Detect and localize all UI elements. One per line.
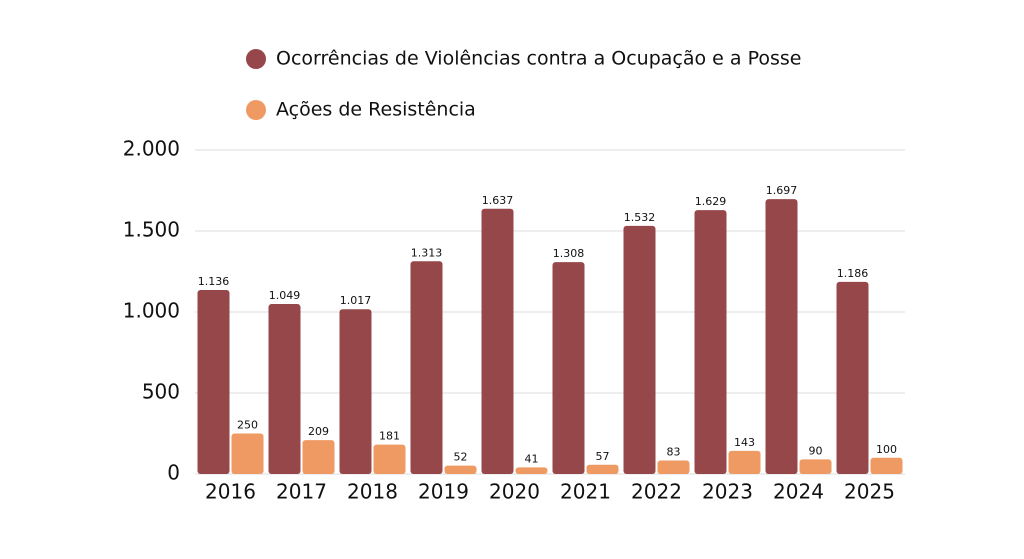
value-label: 1.532 [624, 211, 656, 224]
value-label: 1.313 [411, 246, 443, 259]
value-label: 1.136 [198, 275, 230, 288]
y-tick-label: 2.000 [123, 137, 180, 161]
bar [410, 261, 443, 474]
value-label: 1.049 [269, 289, 301, 302]
y-tick-label: 1.500 [123, 218, 180, 242]
bar [728, 450, 761, 474]
y-tick-label: 0 [167, 461, 180, 485]
bar [339, 309, 372, 474]
bar [623, 225, 656, 474]
x-tick-label: 2017 [276, 480, 327, 504]
bar [302, 440, 335, 474]
value-label: 1.308 [553, 247, 585, 260]
bar [268, 304, 301, 474]
bar [197, 289, 230, 474]
legend-label: Ocorrências de Violências contra a Ocupa… [276, 48, 801, 70]
x-tick-label: 2020 [489, 480, 540, 504]
value-label: 1.186 [837, 267, 869, 280]
x-tick-label: 2025 [844, 480, 895, 504]
bar [515, 467, 548, 474]
bar [373, 444, 406, 474]
bar [586, 464, 619, 474]
value-label: 100 [876, 443, 897, 456]
value-label: 250 [237, 419, 258, 432]
value-label: 83 [667, 446, 681, 459]
y-tick-label: 1.000 [123, 299, 180, 323]
bar [836, 281, 869, 474]
bar [231, 433, 264, 474]
bar [657, 460, 690, 474]
x-tick-label: 2016 [205, 480, 256, 504]
value-label: 1.697 [766, 184, 798, 197]
legend-swatch [246, 49, 266, 69]
x-tick-label: 2019 [418, 480, 469, 504]
bar [552, 262, 585, 474]
value-label: 41 [525, 452, 539, 465]
value-label: 181 [379, 430, 400, 443]
legend-label: Ações de Resistência [276, 99, 476, 121]
value-label: 90 [809, 444, 823, 457]
value-label: 1.637 [482, 194, 514, 207]
y-tick-label: 500 [142, 380, 180, 404]
value-label: 1.629 [695, 195, 727, 208]
bar [444, 465, 477, 474]
x-tick-label: 2021 [560, 480, 611, 504]
bar [799, 459, 832, 474]
x-tick-label: 2024 [773, 480, 824, 504]
value-label: 209 [308, 425, 329, 438]
value-label: 57 [596, 450, 610, 463]
bar [481, 208, 514, 474]
bar [870, 457, 903, 474]
legend-swatch [246, 100, 266, 120]
x-tick-label: 2018 [347, 480, 398, 504]
x-tick-label: 2023 [702, 480, 753, 504]
value-label: 143 [734, 436, 755, 449]
bar [765, 199, 798, 474]
value-label: 1.017 [340, 294, 372, 307]
value-label: 52 [454, 451, 468, 464]
x-tick-label: 2022 [631, 480, 682, 504]
bar [694, 210, 727, 475]
